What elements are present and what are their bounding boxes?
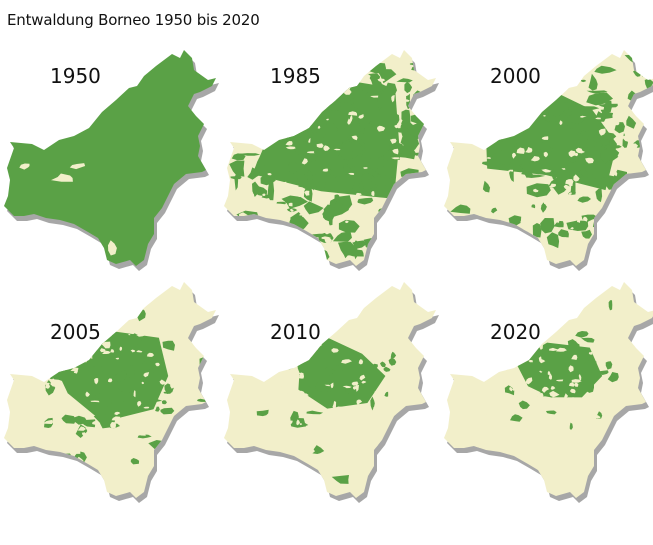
island-outline — [4, 50, 216, 266]
borneo-map-2020 — [444, 282, 653, 503]
map-panel-2000: 2000 — [444, 48, 653, 313]
year-label-2010: 2010 — [270, 320, 321, 344]
borneo-map-2005 — [4, 282, 219, 503]
year-label-1950: 1950 — [50, 64, 101, 88]
cleared-areas — [19, 163, 117, 256]
year-label-2000: 2000 — [490, 64, 541, 88]
borneo-map-2000 — [444, 50, 653, 271]
year-label-2005: 2005 — [50, 320, 101, 344]
map-panel-2010: 2010 — [224, 280, 439, 545]
map-panel-1985: 1985 — [224, 48, 439, 313]
year-label-1985: 1985 — [270, 64, 321, 88]
borneo-map-2010 — [224, 282, 439, 503]
year-label-2020: 2020 — [490, 320, 541, 344]
map-panel-2005: 2005 — [4, 280, 219, 545]
map-panel-2020: 2020 — [444, 280, 653, 545]
borneo-map-1950 — [4, 50, 219, 271]
borneo-map-1985 — [224, 50, 439, 271]
map-panel-1950: 1950 — [4, 48, 219, 313]
map-title: Entwaldung Borneo 1950 bis 2020 — [7, 11, 260, 29]
